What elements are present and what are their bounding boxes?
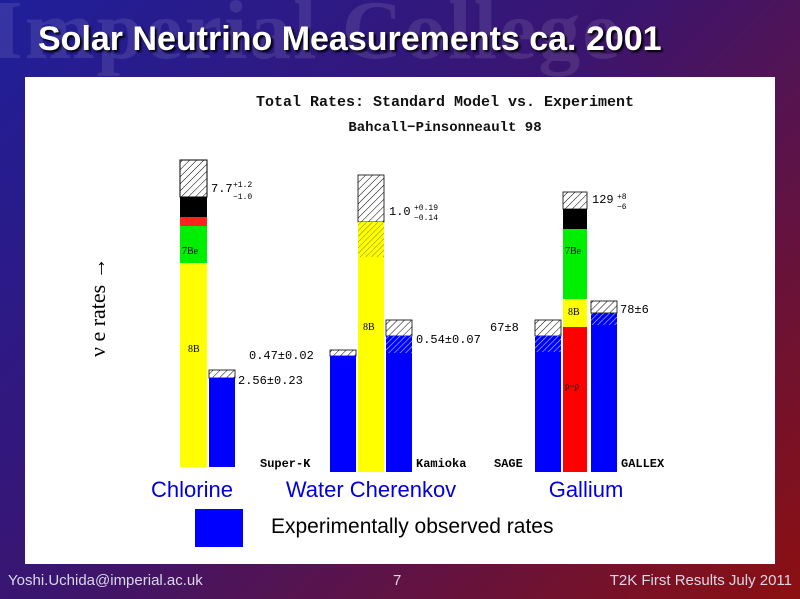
wc-theory-value: 1.0 xyxy=(389,205,411,219)
category-chlorine: Chlorine xyxy=(151,477,233,502)
sage-measured-err xyxy=(534,319,562,337)
legend-label-observed: Experimentally observed rates xyxy=(271,515,553,538)
wc-theory-err-upper xyxy=(357,174,385,223)
category-water-cherenkov: Water Cherenkov xyxy=(286,477,456,502)
chlorine-cno-bar xyxy=(179,159,208,198)
chlorine-7be-bar xyxy=(180,236,207,263)
watermark: Imperial College xyxy=(0,0,622,77)
ga-8b-bar xyxy=(563,299,587,327)
sage-measured-bar xyxy=(535,352,561,472)
ga-theory-err-up: +8 xyxy=(617,193,627,202)
gallex-label: GALLEX xyxy=(621,457,665,471)
chlorine-group: 7Be 8B 7.7 +1.2 −1.0 2.56±0.23 xyxy=(179,159,303,467)
superk-measured-value: 0.47±0.02 xyxy=(249,349,314,363)
superk-measured-bar xyxy=(330,356,356,472)
gallex-measured-bar xyxy=(591,325,617,472)
legend-swatch-observed xyxy=(195,509,243,547)
ga-8b-label: 8B xyxy=(568,307,580,318)
footer-email: Yoshi.Uchida@imperial.ac.uk xyxy=(8,572,203,589)
chlorine-7be-hatch xyxy=(180,226,207,236)
chlorine-measured-value: 2.56±0.23 xyxy=(238,374,303,388)
ga-7be-label: 7Be xyxy=(565,246,582,257)
ga-theory-err-top xyxy=(562,191,588,210)
kamioka-measured-hatch xyxy=(386,336,412,353)
chlorine-theory-err-up: +1.2 xyxy=(233,181,252,190)
kamioka-measured-value: 0.54±0.07 xyxy=(416,333,481,347)
chlorine-8b-label: 8B xyxy=(188,344,200,355)
sage-measured-value: 67±8 xyxy=(490,321,519,335)
slide-title: Solar Neutrino Measurements ca. 2001 xyxy=(38,20,662,58)
y-axis-label: ν e rates → xyxy=(85,257,110,357)
ga-theory-err-down: −6 xyxy=(617,203,627,212)
ga-pp-bar xyxy=(563,327,587,472)
chlorine-measured-bar xyxy=(209,378,235,467)
wc-8b-label: 8B xyxy=(363,322,375,333)
water-cherenkov-group: 8B 1.0 +0.19 −0.14 0.47±0.02 0.54±0.07 S… xyxy=(249,174,481,472)
superk-label: Super-K xyxy=(260,457,311,471)
footer-page-number: 7 xyxy=(393,572,402,589)
chlorine-pep-bar xyxy=(180,217,207,226)
gallium-group: 7Be 8B p−p 129 +8 −6 67±8 78±6 SAGE GALL… xyxy=(490,191,665,472)
superk-measured-err xyxy=(329,349,357,357)
kamioka-measured-err xyxy=(385,319,413,337)
gallex-measured-hatch xyxy=(591,313,617,325)
wc-theory-err-up: +0.19 xyxy=(414,204,438,213)
ga-pp-label: p−p xyxy=(565,381,580,391)
chlorine-measured-err xyxy=(208,369,236,379)
kamioka-measured-bar xyxy=(386,353,412,472)
chart: Total Rates: Standard Model vs. Experime… xyxy=(85,94,665,547)
chlorine-cno-core xyxy=(180,197,207,217)
ga-theory-value: 129 xyxy=(592,193,614,207)
chart-subtitle: Bahcall−Pinsonneault 98 xyxy=(348,120,541,136)
chlorine-theory-value: 7.7 xyxy=(211,182,233,196)
sage-measured-hatch xyxy=(535,336,561,352)
chlorine-theory-err-down: −1.0 xyxy=(233,193,252,202)
wc-8b-bar xyxy=(358,257,384,472)
gallex-measured-err xyxy=(590,300,618,314)
ga-cno-bar xyxy=(563,209,587,229)
chlorine-8b-bar xyxy=(180,263,207,467)
category-gallium: Gallium xyxy=(549,477,624,502)
kamioka-label: Kamioka xyxy=(416,457,466,471)
wc-theory-err-down: −0.14 xyxy=(414,214,438,223)
gallex-measured-value: 78±6 xyxy=(620,303,649,317)
sage-label: SAGE xyxy=(494,457,523,471)
chlorine-7be-label: 7Be xyxy=(182,246,199,257)
chart-title: Total Rates: Standard Model vs. Experime… xyxy=(256,94,634,111)
chart-panel: Total Rates: Standard Model vs. Experime… xyxy=(25,77,775,564)
svg-text:7.7: 7.7 xyxy=(211,182,233,196)
wc-theory-err-lower xyxy=(358,222,384,257)
ga-7be-bar xyxy=(563,229,587,299)
footer-event: T2K First Results July 2011 xyxy=(609,572,792,589)
